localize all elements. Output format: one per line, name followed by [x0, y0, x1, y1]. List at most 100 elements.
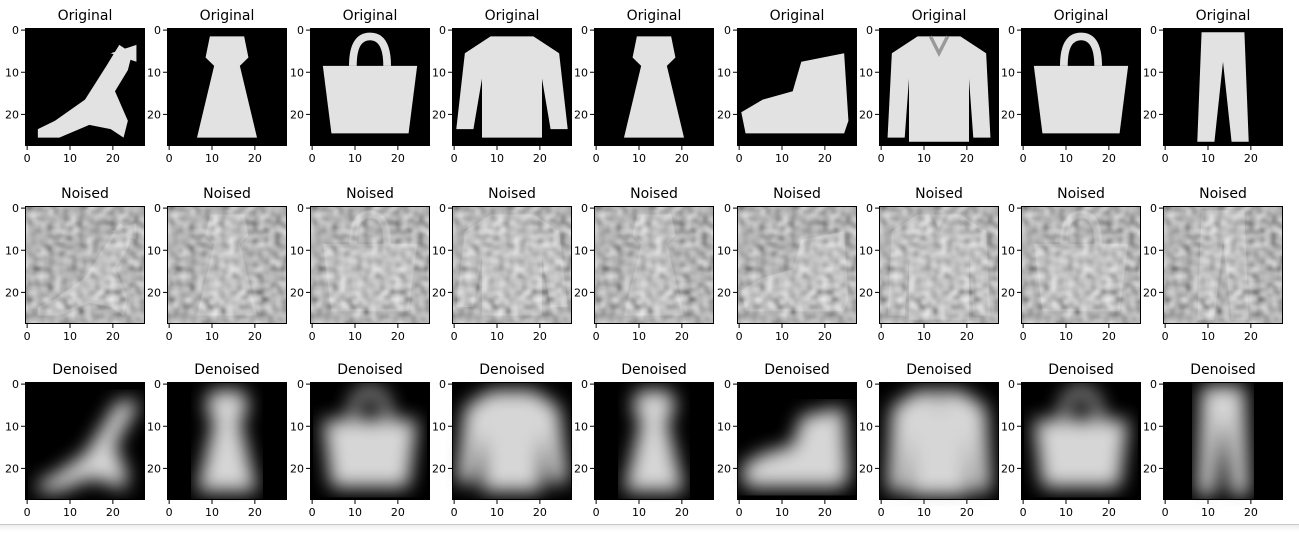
panel-title: Original: [200, 8, 255, 24]
axes-frame: [167, 382, 287, 500]
axes-frame: [1163, 382, 1283, 500]
x-tick-label: 10: [1201, 152, 1215, 165]
panel-title: Denoised: [194, 362, 260, 378]
y-tick-label: 0: [866, 24, 873, 37]
x-tick-label: 10: [348, 506, 362, 519]
x-tick-label: 20: [533, 152, 547, 165]
y-tick-label: 10: [5, 420, 19, 433]
y-tick-label: 0: [12, 24, 19, 37]
x-tick-label: 0: [451, 330, 458, 343]
y-tick-label: 0: [154, 378, 161, 391]
bag-icon: [322, 32, 418, 134]
x-tick-label: 10: [63, 330, 77, 343]
y-tick-label: 10: [859, 244, 873, 257]
x-tick-label: 10: [917, 330, 931, 343]
dress-icon: [167, 206, 287, 324]
x-tick-label: 0: [309, 152, 316, 165]
image-panel: Original 0 10 20 0 10 20: [1001, 8, 1141, 165]
x-tick-label: 20: [1244, 506, 1258, 519]
axes-frame: [737, 206, 857, 324]
y-tick-label: 20: [432, 108, 446, 121]
x-tick-label: 20: [248, 330, 262, 343]
y-tick-label: 0: [154, 202, 161, 215]
panel-title: Original: [485, 8, 540, 24]
x-tick-label: 10: [917, 506, 931, 519]
x-tick-label: 0: [1162, 152, 1169, 165]
x-tick-label: 20: [1244, 152, 1258, 165]
panel-title: Original: [343, 8, 398, 24]
y-tick-label: 20: [859, 108, 873, 121]
y-tick-label: 0: [297, 24, 304, 37]
x-tick-label: 0: [451, 506, 458, 519]
y-tick-label: 10: [147, 420, 161, 433]
image-panel: Noised 0 10 20 0 10 20: [717, 186, 857, 343]
image-panel: Denoised 0 10 20 0 10 20: [432, 362, 572, 519]
x-tick-label: 10: [632, 152, 646, 165]
axes-frame: [1163, 28, 1283, 146]
y-tick-label: 20: [717, 286, 731, 299]
y-tick-label: 20: [574, 462, 588, 475]
x-tick-label: 10: [632, 506, 646, 519]
y-tick-label: 0: [12, 202, 19, 215]
y-tick-label: 10: [717, 66, 731, 79]
y-tick-label: 10: [717, 420, 731, 433]
x-tick-label: 20: [1102, 152, 1116, 165]
y-tick-label: 10: [5, 244, 19, 257]
sandal-icon: [25, 206, 145, 324]
image-panel: Original 0 10 20 0 10 20: [290, 8, 430, 165]
pullover-icon: [452, 206, 572, 324]
panel-title: Original: [1196, 8, 1251, 24]
y-tick-label: 20: [147, 462, 161, 475]
y-tick-label: 10: [1143, 420, 1157, 433]
axes-frame: [594, 206, 714, 324]
dress-icon: [624, 390, 684, 492]
panel-title: Original: [58, 8, 113, 24]
output-cell-divider: [0, 524, 1299, 525]
x-tick-label: 10: [205, 330, 219, 343]
panel-title: Noised: [346, 186, 394, 202]
shirt-icon: [887, 389, 991, 496]
y-tick-label: 0: [724, 378, 731, 391]
axes-frame: [167, 206, 287, 324]
x-tick-label: 0: [166, 152, 173, 165]
y-tick-label: 0: [581, 202, 588, 215]
x-tick-label: 20: [106, 506, 120, 519]
x-tick-label: 20: [533, 330, 547, 343]
x-tick-label: 0: [736, 330, 743, 343]
x-tick-label: 0: [1162, 330, 1169, 343]
axes-frame: [25, 28, 145, 146]
x-tick-label: 10: [775, 152, 789, 165]
x-tick-label: 20: [533, 506, 547, 519]
panel-title: Denoised: [621, 362, 687, 378]
trouser-icon: [1163, 206, 1283, 324]
panel-title: Noised: [203, 186, 251, 202]
y-tick-label: 20: [290, 462, 304, 475]
panel-title: Denoised: [764, 362, 830, 378]
x-tick-label: 0: [736, 506, 743, 519]
x-tick-label: 10: [348, 152, 362, 165]
image-panel: Original 0 10 20 0 10 20: [5, 8, 145, 165]
axes-frame: [1163, 206, 1283, 324]
y-tick-label: 0: [866, 202, 873, 215]
pullover-icon: [456, 36, 568, 138]
x-tick-label: 10: [63, 506, 77, 519]
x-tick-label: 0: [593, 330, 600, 343]
x-tick-label: 20: [675, 152, 689, 165]
x-tick-label: 10: [632, 330, 646, 343]
x-tick-label: 20: [248, 506, 262, 519]
ankle-boot-icon: [741, 407, 849, 488]
x-tick-label: 20: [391, 330, 405, 343]
axes-frame: [879, 28, 999, 146]
axes-frame: [167, 28, 287, 146]
x-tick-label: 20: [106, 330, 120, 343]
image-panel: Noised 0 10 20 0 10 20: [574, 186, 714, 343]
image-panel: Denoised 0 10 20 0 10 20: [1001, 362, 1141, 519]
dress-icon: [594, 206, 714, 324]
y-tick-label: 0: [297, 202, 304, 215]
y-tick-label: 10: [1143, 66, 1157, 79]
y-tick-label: 10: [432, 244, 446, 257]
y-tick-label: 0: [866, 378, 873, 391]
y-tick-label: 0: [1150, 24, 1157, 37]
y-tick-label: 0: [1150, 378, 1157, 391]
x-tick-label: 0: [593, 506, 600, 519]
